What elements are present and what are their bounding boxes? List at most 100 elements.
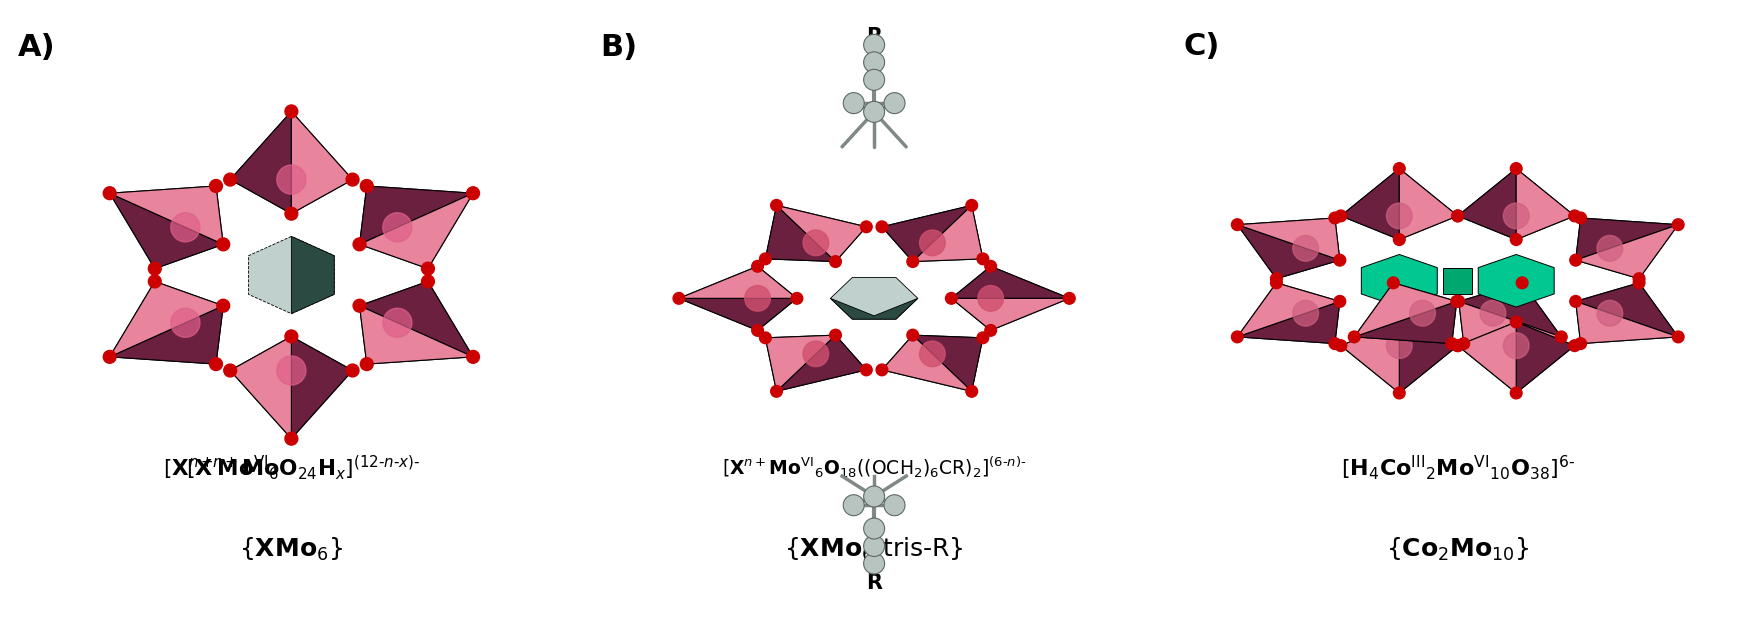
Text: A): A) (18, 33, 54, 62)
Circle shape (877, 364, 887, 376)
Circle shape (172, 308, 200, 337)
Text: R: R (866, 27, 882, 47)
Circle shape (285, 207, 298, 220)
Polygon shape (231, 337, 352, 371)
Circle shape (103, 187, 116, 200)
Polygon shape (1237, 224, 1340, 279)
Circle shape (217, 299, 229, 312)
Circle shape (285, 105, 298, 118)
Circle shape (674, 293, 684, 304)
Polygon shape (1444, 268, 1472, 294)
Circle shape (966, 200, 978, 211)
Polygon shape (1276, 283, 1340, 343)
Polygon shape (1276, 218, 1340, 279)
Circle shape (919, 341, 945, 366)
Circle shape (1410, 300, 1435, 326)
Text: $\{\mathbf{XMo}_6\}$: $\{\mathbf{XMo}_6\}$ (240, 535, 343, 562)
Polygon shape (990, 267, 1069, 330)
Polygon shape (1237, 283, 1335, 343)
Polygon shape (1354, 283, 1452, 343)
Circle shape (1458, 338, 1470, 350)
Polygon shape (1580, 218, 1678, 279)
Polygon shape (368, 186, 473, 268)
Polygon shape (882, 205, 984, 259)
Circle shape (360, 358, 373, 371)
Polygon shape (1458, 322, 1575, 346)
Circle shape (1393, 387, 1405, 399)
Circle shape (224, 364, 236, 377)
Polygon shape (1354, 283, 1456, 337)
Circle shape (1393, 316, 1405, 328)
Circle shape (861, 221, 872, 232)
Circle shape (1510, 387, 1522, 399)
Text: $\{\mathbf{Co}_2\mathbf{Mo}_{10}\}$: $\{\mathbf{Co}_2\mathbf{Mo}_{10}\}$ (1386, 536, 1530, 563)
Circle shape (830, 255, 842, 267)
Circle shape (1633, 273, 1645, 285)
Polygon shape (231, 112, 290, 214)
Circle shape (1232, 331, 1242, 343)
Circle shape (1452, 210, 1463, 222)
Polygon shape (1458, 169, 1575, 216)
Polygon shape (231, 112, 352, 180)
Circle shape (1393, 234, 1405, 246)
Polygon shape (110, 193, 224, 268)
Polygon shape (1237, 283, 1340, 337)
Polygon shape (1340, 346, 1458, 393)
Polygon shape (290, 112, 352, 214)
Circle shape (906, 329, 919, 341)
Text: $[\mathbf{H}_4\mathbf{Co}^{\mathrm{III}}{}_{2}\mathbf{Mo}^{\mathrm{VI}}{}_{10}\m: $[\mathbf{H}_4\mathbf{Co}^{\mathrm{III}}… (1340, 453, 1575, 482)
Circle shape (1570, 296, 1582, 308)
Circle shape (760, 253, 772, 265)
Polygon shape (359, 306, 473, 364)
Text: $[\mathbf{X}^{n+}\mathbf{Mo}^{\mathrm{VI}}{}_{6}\mathbf{O}_{18}((\mathrm{OCH}_2): $[\mathbf{X}^{n+}\mathbf{Mo}^{\mathrm{VI… (723, 454, 1026, 480)
Circle shape (149, 262, 161, 275)
Polygon shape (777, 335, 866, 391)
Circle shape (422, 275, 434, 288)
Polygon shape (952, 267, 1069, 298)
Polygon shape (359, 186, 429, 268)
Polygon shape (765, 205, 835, 262)
Polygon shape (359, 193, 473, 268)
Polygon shape (359, 186, 473, 244)
Polygon shape (1340, 216, 1458, 239)
Circle shape (1452, 296, 1465, 308)
Circle shape (985, 260, 996, 272)
Polygon shape (231, 337, 290, 439)
Circle shape (422, 262, 434, 275)
Polygon shape (1575, 218, 1678, 260)
Circle shape (1386, 203, 1412, 229)
Polygon shape (882, 335, 984, 370)
Polygon shape (1580, 283, 1678, 343)
Polygon shape (882, 227, 984, 262)
Text: B): B) (600, 33, 637, 62)
Polygon shape (1340, 322, 1400, 393)
Polygon shape (765, 205, 866, 259)
Circle shape (210, 358, 222, 371)
Circle shape (1328, 338, 1340, 350)
Circle shape (966, 386, 978, 397)
Polygon shape (1516, 169, 1575, 239)
Circle shape (864, 102, 884, 122)
Polygon shape (831, 278, 917, 319)
Circle shape (1446, 338, 1458, 350)
Polygon shape (1460, 301, 1561, 343)
Polygon shape (1400, 169, 1458, 239)
Polygon shape (1516, 322, 1575, 393)
Circle shape (1293, 236, 1318, 261)
Circle shape (977, 253, 989, 265)
Circle shape (1503, 203, 1530, 229)
Circle shape (906, 255, 919, 267)
Circle shape (1510, 234, 1522, 246)
Polygon shape (765, 338, 866, 391)
Polygon shape (679, 298, 796, 330)
Circle shape (1451, 296, 1463, 308)
Circle shape (803, 341, 829, 366)
Circle shape (1232, 219, 1242, 231)
Circle shape (1510, 316, 1522, 328)
Polygon shape (758, 267, 796, 330)
Polygon shape (1460, 283, 1561, 337)
Circle shape (467, 187, 480, 200)
Polygon shape (882, 338, 984, 391)
Circle shape (1335, 340, 1348, 352)
Circle shape (1568, 340, 1580, 352)
